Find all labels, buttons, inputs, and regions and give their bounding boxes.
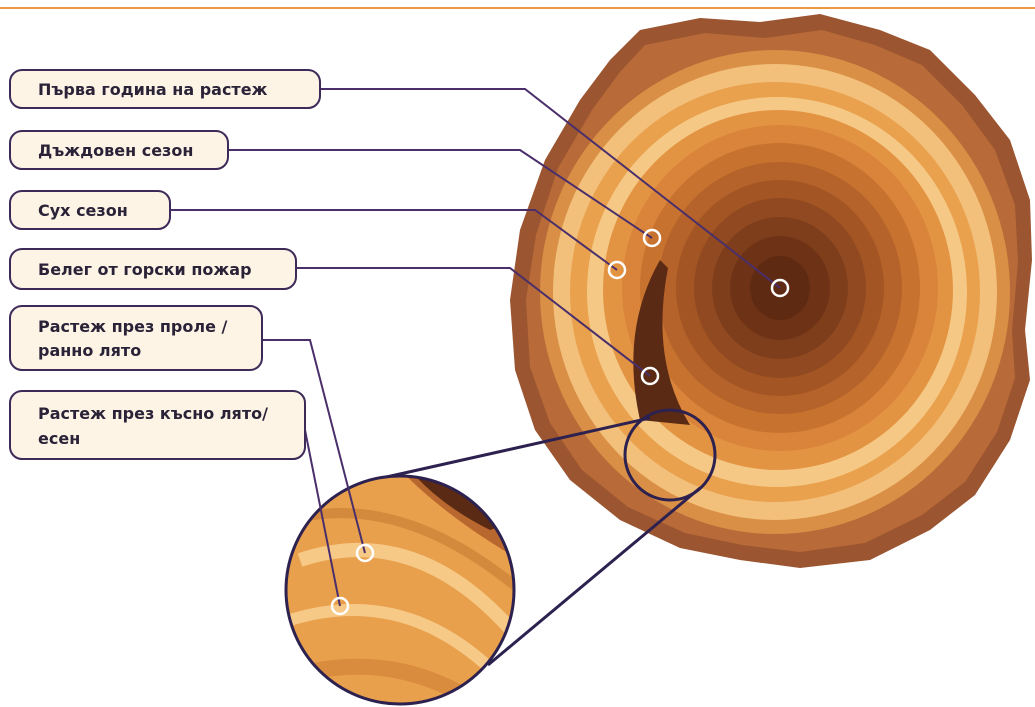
label: Дъждовен сезон [38,141,193,160]
diagram: Първа година на растеж Дъждовен сезон Су… [0,0,1035,707]
label: есен [38,429,80,448]
label: Първа година на растеж [38,80,268,99]
label: Растеж през късно лято/ [38,404,268,423]
label: Растеж през проле / [38,317,227,336]
label: ранно лято [38,341,141,360]
label: Белег от горски пожар [38,260,252,279]
tree-slice [510,14,1032,568]
label: Сух сезон [38,201,128,220]
